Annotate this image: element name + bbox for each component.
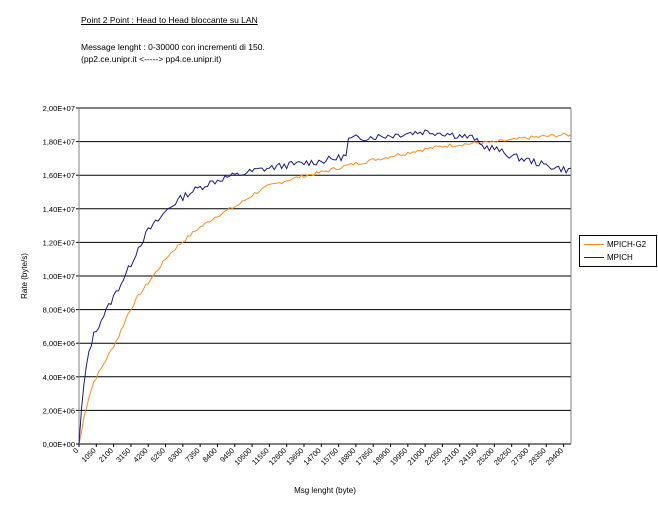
tick-label-x: 27300	[509, 446, 530, 467]
tick-label-x: 16800	[336, 446, 357, 467]
tick-label-x: 24150	[457, 446, 478, 467]
tick-label-x: 19950	[388, 446, 409, 467]
series-line-mpich-g2	[78, 132, 572, 445]
legend-label-mpich: MPICH	[607, 252, 633, 262]
tick-label-y: 1,60E+07	[43, 171, 75, 180]
tick-label-y: 1,40E+07	[43, 205, 75, 214]
tick-label-x: 29400	[544, 446, 565, 467]
tick-label-x: 15750	[319, 446, 340, 467]
tick-label-x: 3150	[114, 446, 132, 464]
tick-label-y: 1,80E+07	[43, 138, 75, 147]
tick-label-x: 21000	[405, 446, 426, 467]
legend-label-mpich-g2: MPICH-G2	[607, 239, 647, 249]
tick-label-y: 8,00E+06	[43, 306, 75, 315]
tick-label-x: 4200	[131, 446, 149, 464]
tick-label-x: 5250	[149, 446, 167, 464]
tick-label-x: 22050	[423, 446, 444, 467]
tick-label-y: 4,00E+06	[43, 373, 75, 382]
x-axis-title: Msg lenght (byte)	[294, 486, 356, 495]
tick-label-x: 18900	[371, 446, 392, 467]
chart-title: Point 2 Point : Head to Head bloccante s…	[81, 15, 258, 25]
tick-label-x: 17850	[354, 446, 375, 467]
tick-label-x: 1050	[80, 446, 98, 464]
tick-label-x: 13650	[284, 446, 305, 467]
tick-label-x: 28350	[527, 446, 548, 467]
tick-label-x: 8400	[201, 446, 219, 464]
legend-item-mpich-g2: MPICH-G2	[584, 238, 646, 250]
tick-label-x: 10500	[232, 446, 253, 467]
tick-label-x: 6300	[166, 446, 184, 464]
tick-label-x: 25200	[475, 446, 496, 467]
legend-swatch-mpich-g2	[584, 243, 604, 245]
legend-swatch-mpich	[584, 256, 604, 258]
tick-label-x: 14700	[302, 446, 323, 467]
tick-label-x: 11550	[250, 446, 271, 467]
legend-item-mpich: MPICH	[584, 251, 633, 263]
tick-label-y: 1,00E+07	[43, 272, 75, 281]
tick-label-x: 23100	[440, 446, 461, 467]
tick-label-x: 7350	[183, 446, 201, 464]
y-axis-title: Rate (byte/s)	[20, 253, 29, 299]
tick-label-y: 0,00E+00	[43, 440, 75, 449]
tick-label-y: 6,00E+06	[43, 339, 75, 348]
chart-subtitle-line1: Message lenght : 0-30000 con incrementi …	[81, 42, 265, 52]
tick-label-x: 2100	[97, 446, 115, 464]
chart-legend: MPICH-G2 MPICH	[579, 235, 657, 267]
tick-label-x: 12600	[267, 446, 288, 467]
tick-label-y: 2,00E+06	[43, 406, 75, 415]
series-line-mpich	[78, 129, 572, 445]
tick-label-y: 2,00E+07	[43, 104, 75, 113]
chart-subtitle-line2: (pp2.ce.unipr.it <-----> pp4.ce.unipr.it…	[81, 54, 222, 64]
tick-label-x: 0	[71, 446, 80, 455]
tick-label-y: 1,20E+07	[43, 238, 75, 247]
tick-label-x: 26250	[492, 446, 513, 467]
